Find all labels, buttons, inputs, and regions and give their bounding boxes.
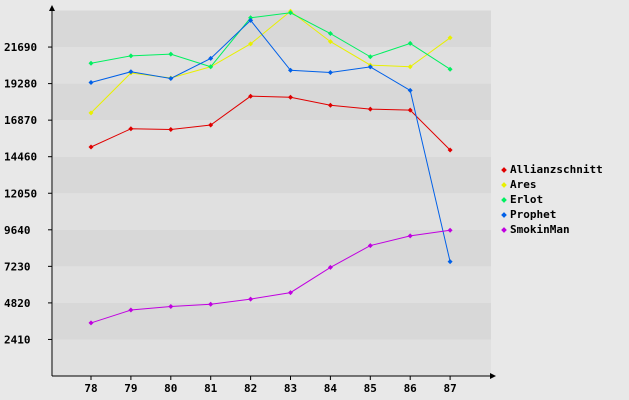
legend-marker-icon xyxy=(501,227,507,233)
legend-marker-icon xyxy=(501,197,507,203)
legend-marker-icon xyxy=(501,167,507,173)
legend-item: Ares xyxy=(500,177,603,192)
legend: Allianzschnitt Ares Erlot Prophet SmokinMan xyxy=(500,162,603,237)
x-tick-label: 86 xyxy=(404,382,418,395)
y-tick-label: 7230 xyxy=(4,260,31,273)
y-tick-label: 12050 xyxy=(4,187,37,200)
grid-band xyxy=(53,230,491,267)
legend-marker-icon xyxy=(501,212,507,218)
grid-band xyxy=(53,339,491,376)
x-axis-ticks: 78 79 80 81 82 83 84 85 86 87 xyxy=(84,376,456,395)
y-tick-label: 14460 xyxy=(4,151,37,164)
y-tick-label: 19280 xyxy=(4,78,37,91)
grid-band xyxy=(53,84,491,121)
y-tick-label: 2410 xyxy=(4,333,31,346)
x-tick-label: 83 xyxy=(284,382,297,395)
grid-band xyxy=(53,303,491,340)
x-axis-arrow-icon xyxy=(490,373,496,379)
legend-label: Ares xyxy=(510,178,537,191)
legend-label: SmokinMan xyxy=(510,223,570,236)
legend-label: Allianzschnitt xyxy=(510,163,603,176)
y-tick-label: 16870 xyxy=(4,114,37,127)
y-axis-arrow-icon xyxy=(49,5,55,11)
legend-item: Prophet xyxy=(500,207,603,222)
y-tick-label: 9640 xyxy=(4,224,31,237)
background-bands xyxy=(53,11,491,377)
legend-label: Prophet xyxy=(510,208,556,221)
y-tick-label: 4820 xyxy=(4,297,31,310)
grid-band xyxy=(53,47,491,84)
legend-label: Erlot xyxy=(510,193,543,206)
y-axis-ticks: 2410 4820 7230 9640 12050 14460 16870 19280 2169… xyxy=(4,41,52,346)
x-tick-label: 84 xyxy=(324,382,338,395)
legend-item: Erlot xyxy=(500,192,603,207)
legend-item: SmokinMan xyxy=(500,222,603,237)
legend-marker-icon xyxy=(501,182,507,188)
x-tick-label: 87 xyxy=(443,382,456,395)
x-tick-label: 82 xyxy=(244,382,257,395)
x-tick-label: 78 xyxy=(84,382,97,395)
x-tick-label: 79 xyxy=(124,382,137,395)
y-tick-label: 21690 xyxy=(4,41,37,54)
grid-band xyxy=(53,266,491,303)
grid-band xyxy=(53,157,491,194)
x-tick-label: 81 xyxy=(204,382,218,395)
grid-band xyxy=(53,11,491,48)
x-tick-label: 85 xyxy=(364,382,377,395)
legend-item: Allianzschnitt xyxy=(500,162,603,177)
grid-band xyxy=(53,193,491,230)
x-tick-label: 80 xyxy=(164,382,177,395)
